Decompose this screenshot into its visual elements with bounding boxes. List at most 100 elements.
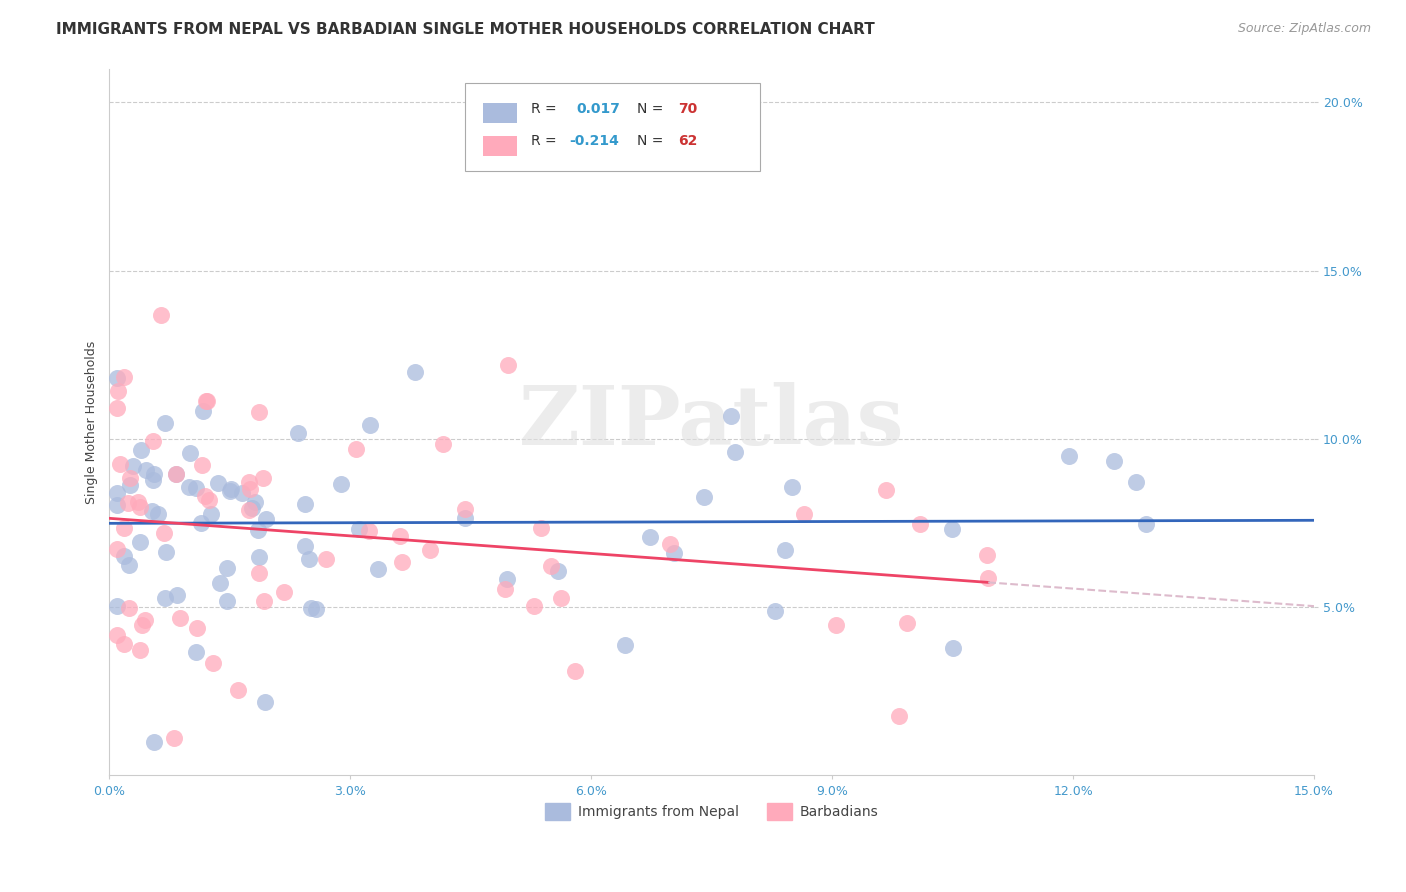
Point (142, 434, 165, 449)
Point (129, 500, 152, 514)
Text: 62: 62 (678, 135, 697, 148)
Point (129, 643, 152, 657)
Point (107, 371, 129, 385)
Point (659, 537, 682, 551)
Point (118, 558, 141, 572)
Text: 70: 70 (678, 102, 697, 116)
Point (131, 618, 153, 632)
Point (367, 561, 389, 575)
Point (107, 541, 129, 556)
Point (273, 585, 295, 599)
Point (112, 521, 135, 535)
Point (720, 409, 742, 424)
Point (1135, 517, 1157, 532)
Point (247, 566, 270, 580)
Point (825, 617, 848, 632)
Point (129, 535, 152, 549)
Point (143, 467, 166, 482)
Point (254, 511, 277, 525)
Point (193, 404, 215, 418)
Point (195, 393, 218, 408)
Text: -0.214: -0.214 (569, 135, 620, 148)
Point (540, 558, 562, 573)
Text: R =: R = (531, 102, 561, 116)
Point (107, 485, 129, 500)
Point (155, 544, 177, 558)
Point (215, 561, 238, 575)
Point (194, 489, 217, 503)
Point (887, 708, 910, 723)
Point (238, 475, 260, 489)
Point (1125, 475, 1147, 489)
Point (357, 524, 380, 538)
Point (294, 497, 316, 511)
Point (287, 426, 309, 441)
Point (118, 601, 141, 615)
Point (153, 416, 176, 430)
Point (231, 485, 253, 500)
FancyBboxPatch shape (482, 136, 516, 156)
Point (134, 613, 156, 627)
Point (494, 582, 516, 596)
FancyBboxPatch shape (465, 83, 759, 171)
Point (165, 467, 187, 481)
Point (245, 495, 267, 509)
Point (793, 508, 815, 522)
Point (564, 664, 586, 678)
Point (977, 571, 1000, 585)
Point (112, 549, 135, 564)
Point (150, 308, 173, 322)
Point (152, 526, 174, 541)
Point (215, 594, 238, 608)
Point (112, 637, 135, 651)
Point (142, 735, 165, 749)
Point (112, 369, 135, 384)
Point (165, 467, 187, 481)
Text: R =: R = (531, 135, 561, 148)
Point (107, 628, 129, 642)
Point (127, 495, 149, 509)
Point (186, 645, 208, 659)
Point (169, 610, 191, 624)
Point (120, 471, 142, 485)
Point (391, 555, 413, 569)
Point (191, 458, 214, 472)
Point (724, 445, 747, 459)
Point (201, 656, 224, 670)
Point (773, 542, 796, 557)
Point (240, 500, 263, 515)
Point (107, 499, 129, 513)
Text: N =: N = (637, 102, 668, 116)
Point (107, 599, 129, 613)
Point (780, 480, 803, 494)
Point (177, 480, 200, 494)
Point (200, 507, 222, 521)
Point (613, 638, 636, 652)
Point (329, 477, 352, 491)
Point (141, 504, 163, 518)
Point (419, 543, 441, 558)
Point (142, 473, 165, 487)
Point (942, 641, 965, 656)
Point (664, 546, 686, 560)
Point (453, 511, 475, 525)
Point (163, 731, 186, 746)
Point (253, 594, 276, 608)
Point (389, 529, 412, 543)
Text: 0.017: 0.017 (576, 102, 620, 116)
Point (496, 359, 519, 373)
Point (108, 458, 131, 472)
Point (238, 503, 260, 517)
Point (246, 523, 269, 537)
Point (298, 552, 321, 566)
Point (941, 522, 963, 536)
Point (122, 459, 145, 474)
Point (315, 552, 337, 566)
Point (896, 616, 918, 631)
Point (207, 476, 229, 491)
Point (976, 548, 998, 562)
Point (218, 483, 240, 498)
Point (523, 599, 546, 613)
Point (197, 492, 219, 507)
Point (247, 549, 270, 564)
